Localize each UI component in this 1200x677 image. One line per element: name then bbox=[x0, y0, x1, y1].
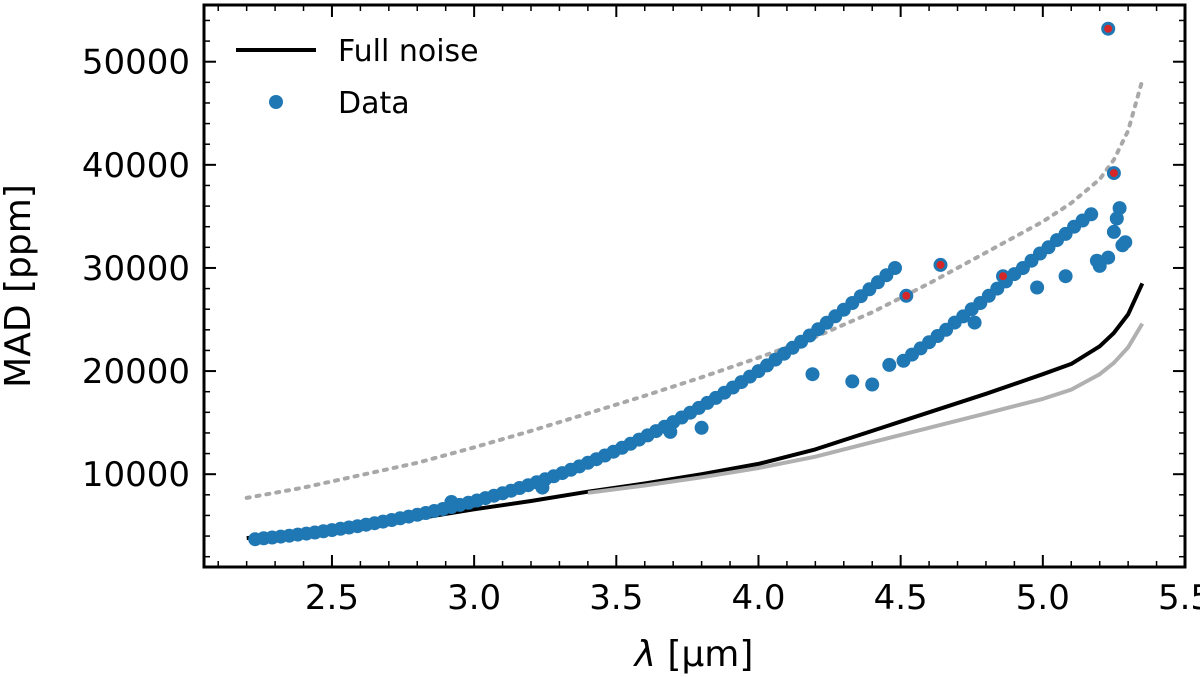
x-tick-label-3: 4.0 bbox=[731, 578, 785, 618]
legend-marker-swatch bbox=[269, 95, 283, 109]
outlier-point-4 bbox=[1106, 166, 1121, 181]
series-line-1 bbox=[587, 322, 1145, 495]
data-point-100 bbox=[1101, 250, 1116, 265]
outlier-point-2 bbox=[996, 269, 1010, 284]
x-axis-symbol: λ bbox=[633, 634, 656, 675]
x-tick-label-5: 5.0 bbox=[1016, 578, 1070, 618]
x-tick-label-2: 3.5 bbox=[589, 578, 643, 618]
y-tick-label-2: 30000 bbox=[82, 249, 190, 289]
x-tick-label-6: 5.5 bbox=[1158, 578, 1200, 618]
data-point-117 bbox=[1115, 238, 1130, 253]
outlier-point-1 bbox=[933, 257, 948, 272]
y-tick-label-1: 20000 bbox=[82, 352, 190, 392]
data-point-113 bbox=[1030, 280, 1045, 295]
x-axis-title: λ [μm] bbox=[633, 634, 754, 675]
x-axis-unit: [μm] bbox=[667, 634, 753, 675]
data-point-106 bbox=[663, 424, 678, 439]
data-point-101 bbox=[1106, 224, 1121, 239]
outlier-point-0 bbox=[899, 288, 914, 303]
data-point-110 bbox=[865, 377, 880, 392]
data-point-115 bbox=[1089, 253, 1104, 268]
data-point-109 bbox=[845, 374, 860, 389]
legend-label-full-noise: Full noise bbox=[338, 34, 479, 69]
data-point-112 bbox=[967, 315, 982, 330]
y-tick-label-4: 50000 bbox=[82, 43, 190, 83]
x-tick-label-1: 3.0 bbox=[447, 578, 501, 618]
series-layer bbox=[244, 21, 1145, 547]
data-point-75 bbox=[888, 261, 902, 275]
data-point-104 bbox=[444, 495, 459, 509]
data-point-105 bbox=[535, 480, 550, 495]
x-tick-label-0: 2.5 bbox=[305, 578, 359, 618]
outlier-point-3 bbox=[1101, 21, 1116, 36]
y-tick-label-3: 40000 bbox=[82, 146, 190, 186]
y-tick-label-0: 10000 bbox=[82, 455, 190, 495]
x-tick-label-4: 4.5 bbox=[874, 578, 928, 618]
data-point-114 bbox=[1058, 269, 1073, 284]
legend-label-data: Data bbox=[338, 86, 410, 121]
plot-frame bbox=[202, 3, 1187, 569]
legend: Full noise Data bbox=[236, 34, 479, 121]
data-point-108 bbox=[805, 367, 820, 382]
data-point-116 bbox=[1109, 211, 1124, 226]
data-point-111 bbox=[882, 357, 897, 372]
y-axis-title: MAD [ppm] bbox=[0, 184, 39, 388]
data-point-107 bbox=[694, 420, 709, 435]
data-point-98 bbox=[1084, 207, 1099, 222]
